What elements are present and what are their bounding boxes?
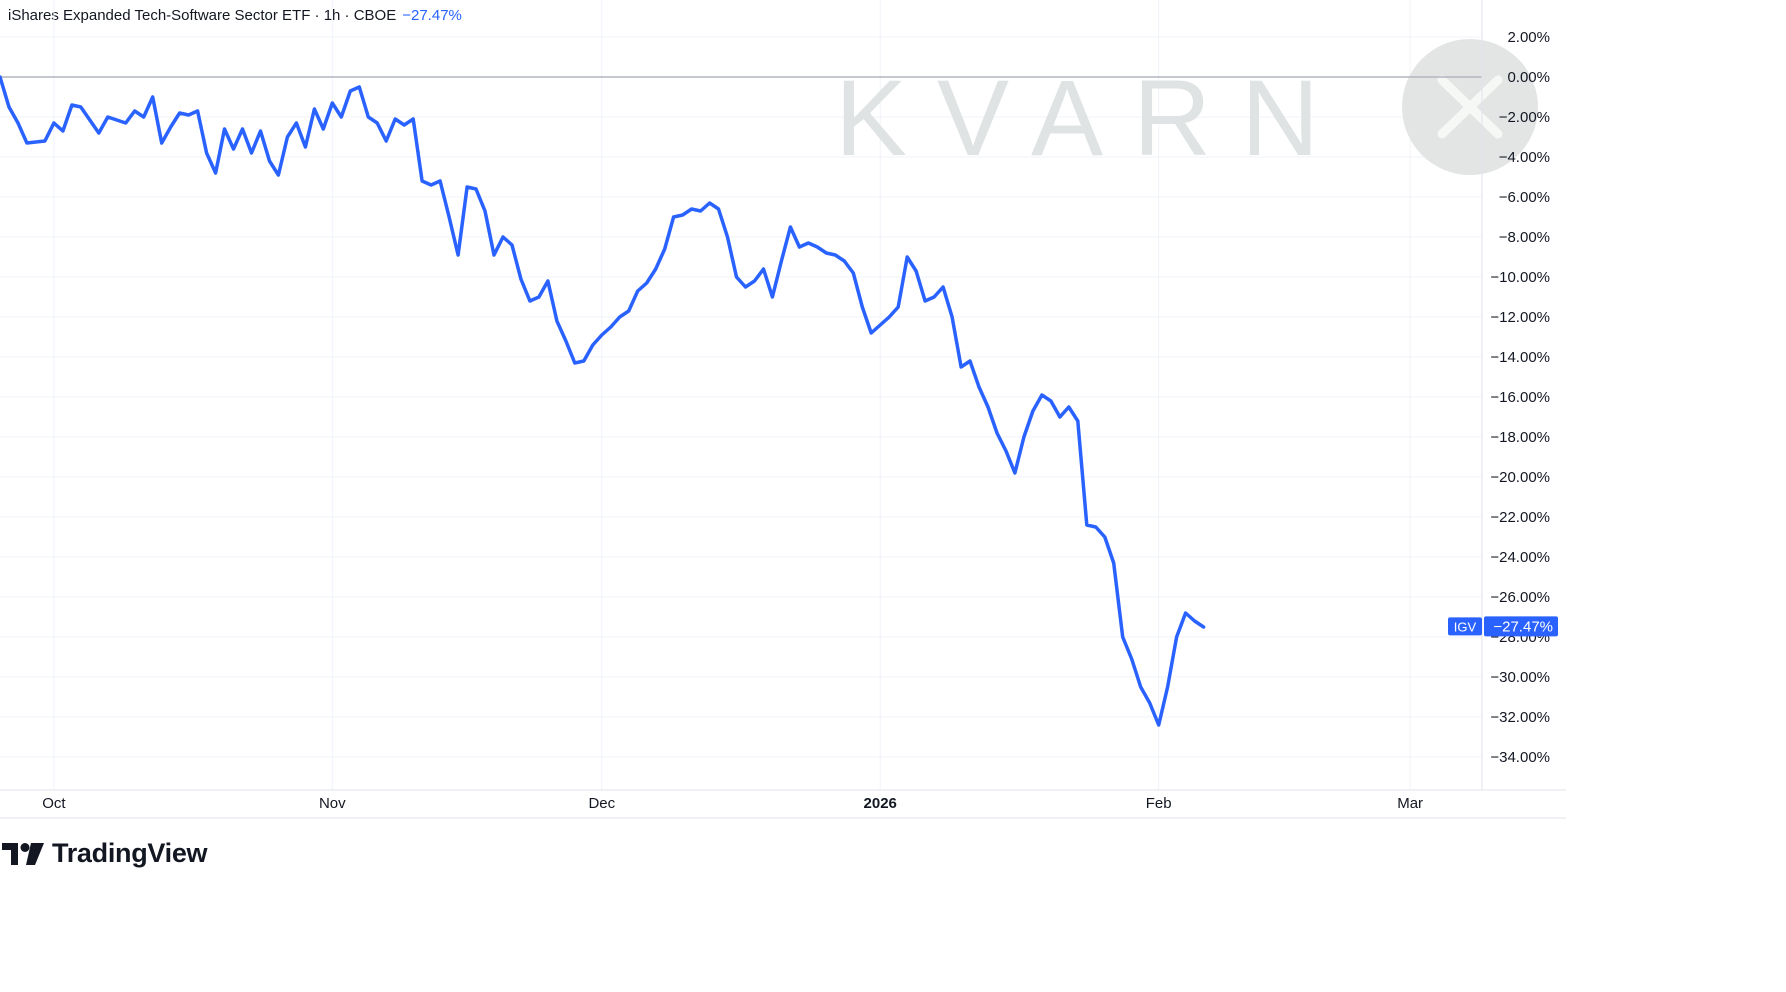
y-tick-label: −10.00% — [1490, 269, 1550, 286]
symbol-label: IGV — [1454, 619, 1477, 634]
y-tick-label: −6.00% — [1499, 189, 1550, 206]
y-tick-label: −8.00% — [1499, 229, 1550, 246]
symbol-label-bg — [1448, 617, 1482, 636]
y-tick-label: −20.00% — [1490, 469, 1550, 486]
y-tick-label: −18.00% — [1490, 429, 1550, 446]
y-tick-label: −24.00% — [1490, 549, 1550, 566]
chart-header: iShares Expanded Tech-Software Sector ET… — [8, 7, 462, 24]
x-tick-label: 2026 — [864, 795, 897, 812]
y-tick-label: −14.00% — [1490, 349, 1550, 366]
header-change: −27.47% — [402, 7, 462, 24]
tradingview-logo-icon — [2, 842, 44, 865]
y-tick-label: 0.00% — [1507, 69, 1550, 86]
y-tick-label: −34.00% — [1490, 749, 1550, 766]
last-value-label-bg — [1484, 616, 1558, 637]
price-label-layer: IGV −27.47% — [1448, 616, 1558, 637]
watermark: KVARN — [835, 39, 1538, 178]
x-tick-label: Feb — [1146, 795, 1172, 812]
y-tick-label: −4.00% — [1499, 149, 1550, 166]
last-value-label: −27.47% — [1493, 618, 1553, 635]
chart-title: iShares Expanded Tech-Software Sector ET… — [8, 7, 397, 24]
watermark-logo-icon — [1402, 39, 1538, 175]
watermark-text: KVARN — [835, 57, 1349, 178]
series-line — [0, 75, 1206, 727]
y-tick-label: −12.00% — [1490, 309, 1550, 326]
axes: 2.00% 0.00% −2.00% −4.00% −6.00% −8.00% −10.00… — [0, 0, 1566, 819]
x-tick-label: Mar — [1397, 795, 1423, 812]
tradingview-brand: TradingView — [52, 838, 208, 868]
y-tick-label: −16.00% — [1490, 389, 1550, 406]
y-tick-label: 2.00% — [1507, 29, 1550, 46]
x-tick-label: Nov — [319, 795, 346, 812]
y-tick-label: −22.00% — [1490, 509, 1550, 526]
tradingview-logo: TradingView — [2, 838, 208, 869]
y-tick-label: −32.00% — [1490, 709, 1550, 726]
y-tick-label: −30.00% — [1490, 669, 1550, 686]
x-tick-label: Dec — [588, 795, 615, 812]
y-tick-label: −2.00% — [1499, 109, 1550, 126]
x-tick-label: Oct — [42, 795, 66, 812]
grid — [0, 0, 1482, 790]
y-tick-label: −26.00% — [1490, 589, 1550, 606]
series-layer — [0, 75, 1206, 727]
